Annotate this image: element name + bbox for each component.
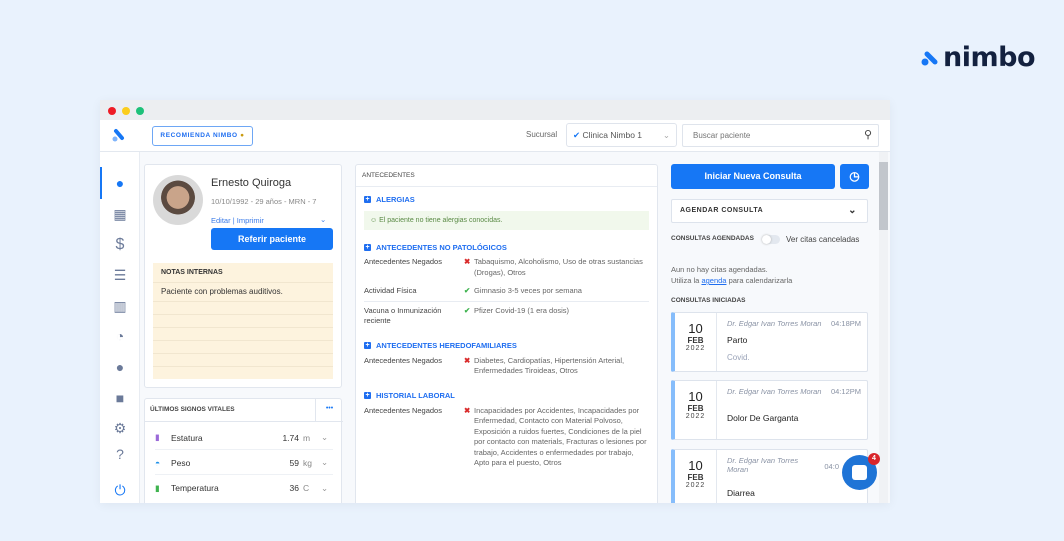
consult-card[interactable]: 10 FEB 2022 Dr. Edgar Ivan Torres Moran 04:1… bbox=[671, 380, 868, 440]
pie-chart-icon[interactable]: ◔ bbox=[115, 328, 125, 344]
edit-link[interactable]: Editar bbox=[211, 216, 231, 225]
app-header: RECOMIENDA NIMBO ● Sucursal ✔ Clinica Ni… bbox=[100, 120, 890, 152]
help-icon[interactable]: ? bbox=[116, 446, 124, 462]
x-icon: ✖ bbox=[464, 355, 471, 365]
maximize-dot[interactable] bbox=[136, 107, 144, 115]
internal-notes[interactable]: NOTAS INTERNAS Paciente con problemas au… bbox=[153, 263, 333, 379]
chevron-down-icon: ⌄ bbox=[662, 130, 670, 140]
vital-row[interactable]: ▮ Temperatura 36 C ⌄ bbox=[155, 482, 329, 494]
bar-chart-icon[interactable]: ▥ bbox=[113, 298, 127, 314]
patient-meta: 10/10/1992 - 29 años - MRN - 7 bbox=[211, 197, 317, 206]
nimbo-logo-icon bbox=[921, 51, 938, 65]
hereditary-section[interactable]: + ANTECEDENTES HEREDOFAMILIARES bbox=[364, 340, 517, 350]
vital-row[interactable]: ▮ Estatura 1.74 m ⌄ bbox=[155, 426, 333, 450]
notification-badge: 4 bbox=[868, 453, 880, 465]
ruler-icon: ▮ bbox=[155, 432, 160, 442]
gift-icon: ● bbox=[240, 132, 245, 139]
chat-icon[interactable]: ● bbox=[115, 359, 125, 375]
chevron-down-icon[interactable]: ⌄ bbox=[321, 482, 329, 493]
refer-patient-button[interactable]: Referir paciente bbox=[211, 228, 333, 250]
chevron-down-icon[interactable]: ⌄ bbox=[321, 432, 329, 442]
chat-widget-button[interactable]: 4 bbox=[842, 453, 880, 490]
labor-section[interactable]: + HISTORIAL LABORAL bbox=[364, 390, 455, 400]
nonpath-section[interactable]: + ANTECEDENTES NO PATOLÓGICOS bbox=[364, 243, 507, 252]
vital-row[interactable]: ◓ Peso 59 kg ⌄ bbox=[155, 451, 333, 475]
patient-name: Ernesto Quiroga bbox=[211, 177, 292, 189]
calendar-icon[interactable]: ▦ bbox=[113, 206, 127, 222]
temperature-label: Temperatura bbox=[171, 483, 219, 493]
history-card: ANTECEDENTES + ALERGIAS ☺ El paciente no … bbox=[355, 164, 658, 503]
started-title: CONSULTAS INICIADAS bbox=[671, 297, 746, 304]
patient-card: Ernesto Quiroga 10/10/1992 - 29 años - M… bbox=[144, 164, 342, 388]
branch-label: Sucursal bbox=[526, 130, 558, 139]
logo-text: nimbo bbox=[943, 42, 1036, 73]
print-link[interactable]: Imprimir bbox=[236, 216, 264, 225]
avatar bbox=[153, 175, 203, 225]
schedule-consult-dropdown[interactable]: AGENDAR CONSULTA ⌄ bbox=[671, 199, 868, 223]
settings-icon[interactable]: ⚙ bbox=[113, 420, 127, 436]
separator: | bbox=[232, 216, 235, 225]
chevron-down-icon[interactable]: ⌄ bbox=[321, 457, 329, 467]
more-options-button[interactable]: ••• bbox=[315, 399, 343, 421]
chat-icon bbox=[852, 465, 867, 480]
recommend-nimbo-button[interactable]: RECOMIENDA NIMBO ● bbox=[152, 126, 253, 146]
app-window: RECOMIENDA NIMBO ● Sucursal ✔ Clinica Ni… bbox=[100, 100, 890, 503]
x-icon: ✖ bbox=[464, 257, 471, 266]
empty-schedule-message: Aun no hay citas agendadas. Utiliza la ag… bbox=[671, 265, 793, 285]
app-logo-icon[interactable] bbox=[112, 128, 125, 142]
clock-icon[interactable]: ◷ bbox=[840, 164, 869, 189]
expand-icon[interactable]: ⌄ bbox=[320, 215, 327, 224]
allergies-section[interactable]: + ALERGIAS bbox=[364, 195, 415, 204]
plus-icon: + bbox=[364, 341, 371, 349]
plus-icon: + bbox=[364, 391, 371, 399]
search-icon[interactable]: ⚲ bbox=[863, 129, 872, 141]
allergies-message: ☺ El paciente no tiene alergias conocida… bbox=[364, 211, 649, 230]
close-dot[interactable] bbox=[108, 107, 116, 115]
plus-icon: + bbox=[364, 196, 371, 203]
check-icon: ✔ bbox=[464, 305, 471, 315]
dollar-icon[interactable]: $ bbox=[115, 236, 125, 253]
history-title: ANTECEDENTES bbox=[356, 165, 657, 187]
sidebar: ● ▦ $ ☰ ▥ ◔ ● ■ ⚙ ? ⏻ bbox=[100, 152, 140, 503]
thermometer-icon: ▮ bbox=[155, 482, 160, 493]
scale-icon: ◓ bbox=[155, 457, 161, 468]
vitals-card: ÚLTIMOS SIGNOS VITALES ••• ▮ Estatura 1.74… bbox=[144, 398, 343, 503]
vitals-title: ÚLTIMOS SIGNOS VITALES bbox=[150, 406, 235, 413]
plus-icon: + bbox=[364, 244, 371, 251]
nimbo-logo: nimbo bbox=[921, 42, 1036, 73]
notes-title: NOTAS INTERNAS bbox=[153, 263, 333, 283]
show-cancelled-label: Ver citas canceladas bbox=[786, 235, 860, 244]
patient-search[interactable]: ⚲ bbox=[682, 124, 879, 147]
scrollbar[interactable] bbox=[879, 152, 888, 503]
consult-card[interactable]: 10 FEB 2022 Dr. Edgar Ivan Torres Moran 04:1… bbox=[671, 312, 868, 372]
agenda-link[interactable]: agenda bbox=[701, 276, 727, 285]
search-input[interactable] bbox=[683, 125, 853, 146]
consult-card[interactable]: 10 FEB 2022 Dr. Edgar Ivan Torres Moran 04:0… bbox=[671, 449, 868, 503]
power-icon[interactable]: ⏻ bbox=[114, 482, 126, 498]
video-icon[interactable]: ■ bbox=[115, 390, 125, 406]
x-icon: ✖ bbox=[464, 405, 471, 415]
title-bar bbox=[100, 100, 890, 120]
check-icon: ✔ bbox=[464, 286, 471, 295]
chevron-down-icon: ⌄ bbox=[848, 205, 857, 216]
list-icon[interactable]: ☰ bbox=[113, 267, 127, 283]
active-indicator bbox=[100, 167, 102, 199]
new-consult-button[interactable]: Iniciar Nueva Consulta bbox=[671, 164, 835, 189]
notes-text: Paciente con problemas auditivos. bbox=[153, 283, 333, 300]
scheduled-title: CONSULTAS AGENDADAS bbox=[671, 235, 754, 242]
check-icon: ✔ bbox=[573, 130, 581, 140]
user-icon[interactable]: ● bbox=[115, 175, 125, 191]
show-cancelled-toggle[interactable] bbox=[762, 235, 780, 244]
minimize-dot[interactable] bbox=[122, 107, 130, 115]
branch-select[interactable]: ✔ Clinica Nimbo 1 ⌄ bbox=[566, 123, 677, 147]
